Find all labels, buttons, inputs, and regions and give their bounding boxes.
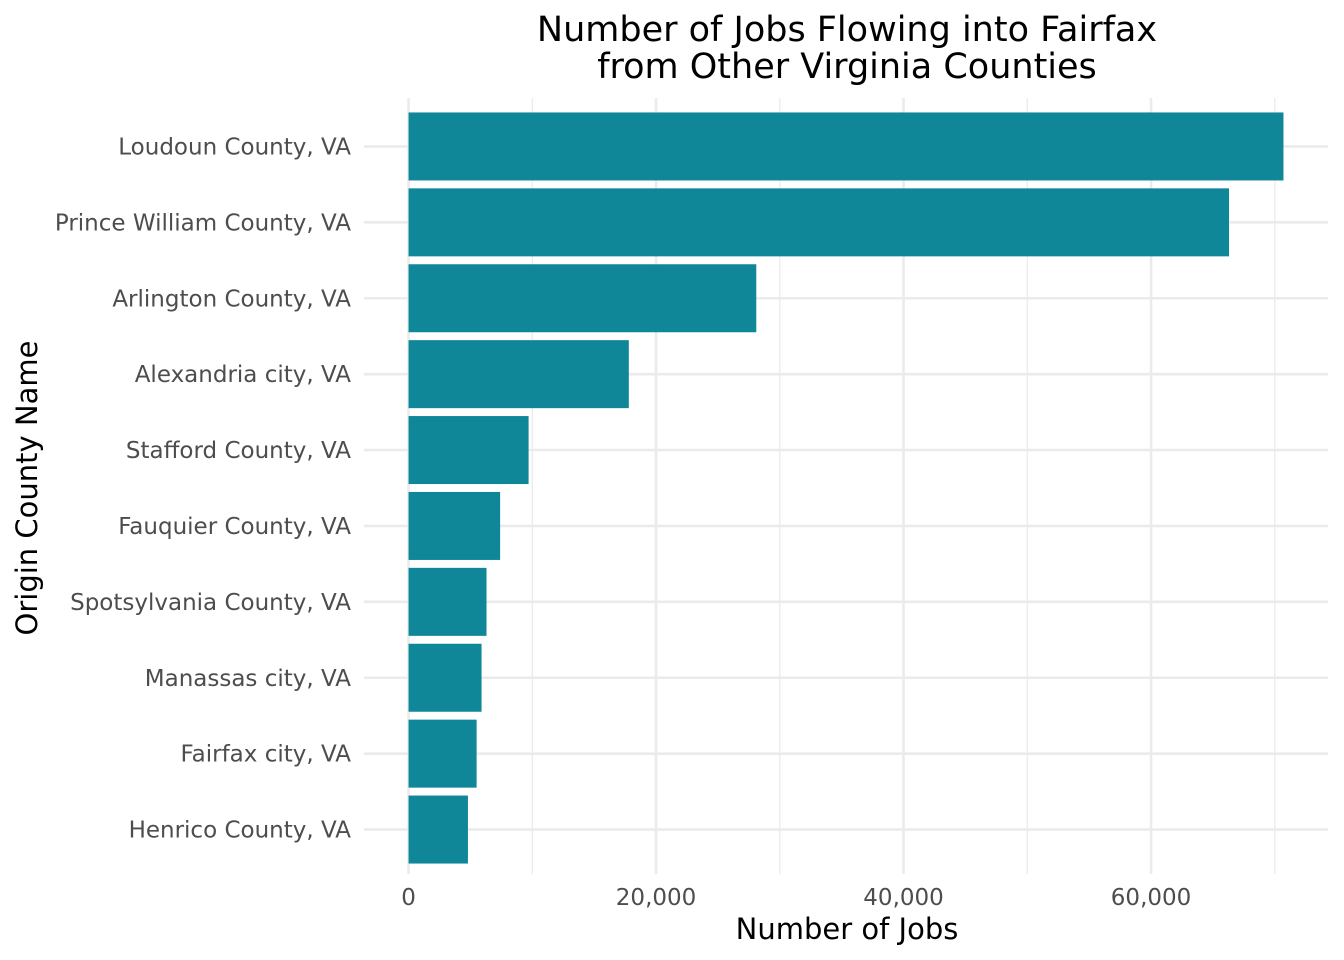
chart-title-line: Number of Jobs Flowing into Fairfax: [537, 10, 1157, 50]
x-tick-label: 40,000: [863, 885, 943, 911]
x-tick-label: 20,000: [616, 885, 696, 911]
bar: [408, 719, 477, 788]
x-tick-labels: 0 20,000 40,000 60,000: [401, 885, 1191, 911]
bar: [408, 188, 1230, 257]
chart-title-line: from Other Virginia Counties: [597, 47, 1097, 87]
y-tick-label: Fairfax city, VA: [181, 742, 352, 768]
x-axis-title: Number of Jobs: [736, 912, 959, 946]
bars: [408, 112, 1284, 864]
y-tick-labels: Loudoun County, VA Prince William County,…: [55, 134, 351, 843]
bar: [408, 643, 482, 712]
y-tick-label: Spotsylvania County, VA: [70, 590, 351, 616]
x-tick-label: 0: [401, 885, 416, 911]
bar: [408, 795, 468, 864]
y-tick-label: Prince William County, VA: [55, 210, 351, 236]
bar: [408, 416, 529, 485]
x-tick-label: 60,000: [1111, 885, 1191, 911]
y-tick-label: Arlington County, VA: [112, 286, 351, 312]
y-tick-label: Loudoun County, VA: [118, 134, 351, 160]
y-tick-label: Henrico County, VA: [129, 818, 352, 844]
bar: [408, 567, 487, 636]
y-tick-label: Alexandria city, VA: [135, 362, 352, 388]
y-tick-label: Stafford County, VA: [126, 438, 351, 464]
bar: [408, 491, 501, 560]
y-tick-label: Manassas city, VA: [145, 666, 352, 692]
chart-title: Number of Jobs Flowing into Fairfax from …: [537, 10, 1157, 87]
bar: [408, 264, 757, 333]
y-axis-title: Origin County Name: [10, 341, 44, 636]
bar: [408, 112, 1284, 181]
y-tick-label: Fauquier County, VA: [118, 514, 351, 540]
bar: [408, 340, 629, 409]
